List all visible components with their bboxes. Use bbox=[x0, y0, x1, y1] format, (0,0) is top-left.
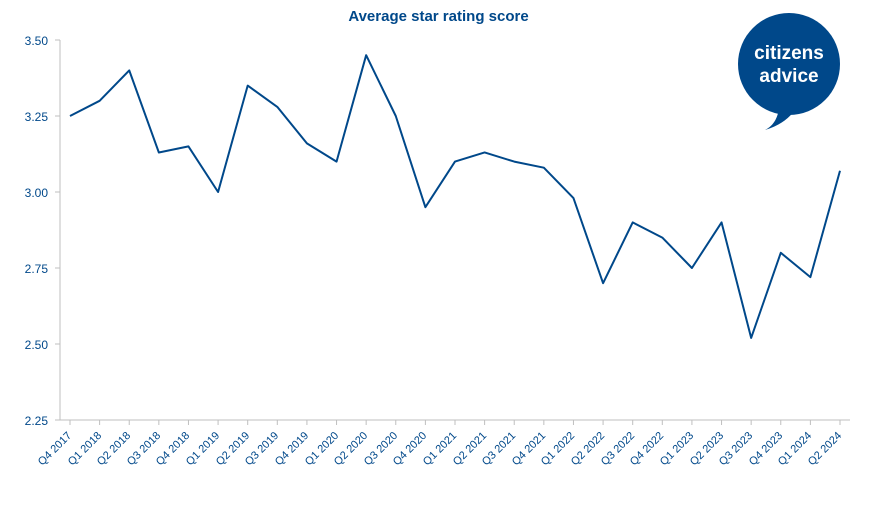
plot-area bbox=[60, 40, 850, 420]
data-line bbox=[70, 55, 840, 338]
chart-container: Average star rating score citizens advic… bbox=[0, 0, 877, 505]
y-tick-label: 2.25 bbox=[0, 414, 48, 428]
y-tick-label: 3.25 bbox=[0, 110, 48, 124]
y-tick-label: 2.75 bbox=[0, 262, 48, 276]
y-tick-label: 2.50 bbox=[0, 338, 48, 352]
y-tick-label: 3.00 bbox=[0, 186, 48, 200]
y-tick-label: 3.50 bbox=[0, 34, 48, 48]
chart-svg bbox=[60, 40, 850, 420]
